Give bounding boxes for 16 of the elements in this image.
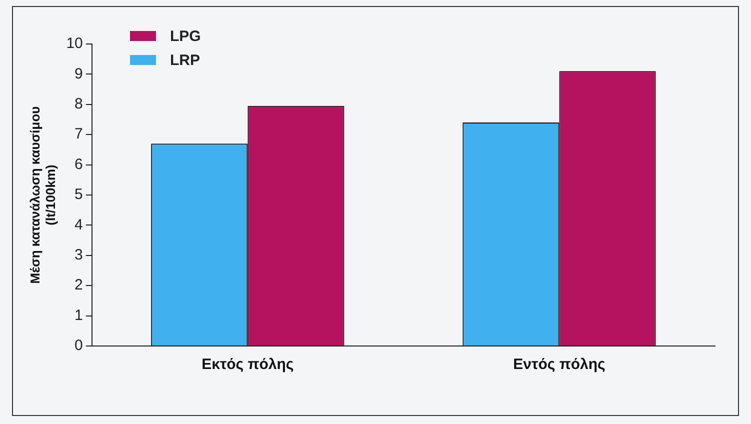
y-tick-label: 7: [74, 126, 83, 143]
y-tick-label: 4: [74, 216, 83, 234]
y-tick-label: 5: [74, 186, 83, 204]
y-tick-label: 0: [74, 337, 83, 354]
x-tick-label: Εντός πόλης: [513, 356, 606, 374]
y-tick-label: 9: [74, 65, 83, 82]
y-tick-label: 10: [66, 35, 83, 52]
y-tick-label: 1: [74, 306, 83, 324]
y-tick-label: 2: [74, 276, 83, 294]
y-tick-label: 3: [74, 246, 83, 264]
legend-label: LPG: [170, 28, 201, 44]
x-tick-label: Εκτός πόλης: [202, 356, 294, 374]
y-tick-label: 6: [74, 156, 83, 173]
y-axis-title: Μέση κατανάλωση καυσίμου (lt/100km): [27, 106, 58, 284]
y-tick-label: 8: [74, 96, 83, 113]
legend-label: LRP: [170, 52, 200, 68]
